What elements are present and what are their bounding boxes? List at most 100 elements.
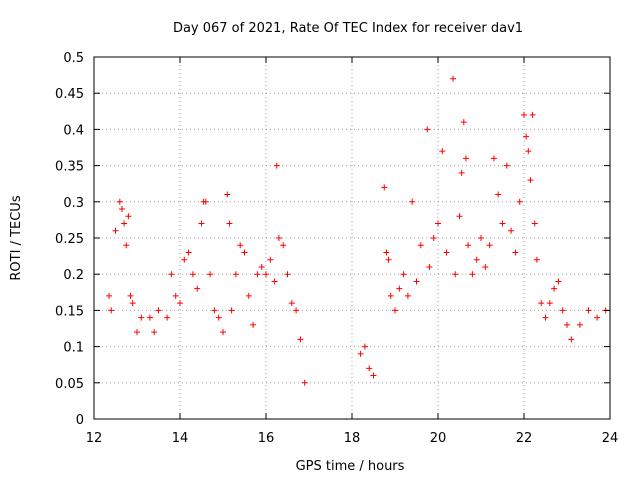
y-tick-label: 0.4	[63, 123, 84, 138]
data-point	[228, 307, 235, 314]
data-point	[495, 191, 502, 198]
data-point	[383, 249, 390, 256]
y-tick-label: 0.35	[55, 160, 84, 175]
data-point	[424, 126, 431, 133]
data-point	[546, 300, 553, 307]
x-tick-label: 16	[258, 431, 275, 446]
data-point	[357, 350, 364, 357]
data-point	[297, 336, 304, 343]
data-point	[439, 148, 446, 155]
data-point	[112, 227, 119, 234]
data-point	[527, 177, 534, 184]
data-point	[250, 321, 257, 328]
data-point	[465, 242, 472, 249]
x-axis-label: GPS time / hours	[296, 459, 405, 474]
data-point	[529, 111, 536, 118]
data-point	[168, 271, 175, 278]
data-point	[490, 155, 497, 162]
data-point	[118, 206, 125, 213]
data-point	[387, 292, 394, 299]
data-point	[400, 271, 407, 278]
data-point	[533, 256, 540, 263]
data-point	[456, 213, 463, 220]
y-tick-label: 0.5	[63, 51, 84, 66]
data-point	[275, 235, 282, 241]
data-point	[538, 300, 545, 307]
data-point	[542, 314, 549, 321]
data-point	[211, 307, 218, 314]
y-tick-label: 0.3	[63, 196, 84, 211]
data-point	[224, 191, 231, 198]
data-point	[409, 198, 416, 205]
data-point	[267, 256, 274, 263]
data-point	[531, 220, 538, 227]
data-point	[245, 292, 252, 299]
data-point	[430, 235, 437, 241]
data-point	[392, 307, 398, 314]
x-axis-ticks: 12 14 16 18 20 22 24	[86, 57, 618, 446]
y-tick-label: 0.05	[55, 377, 84, 392]
data-point	[288, 300, 295, 307]
x-tick-label: 18	[344, 431, 361, 446]
data-point	[164, 314, 171, 321]
data-point	[138, 314, 145, 321]
data-point	[134, 329, 140, 336]
data-point	[263, 271, 269, 278]
data-point	[155, 307, 162, 314]
data-point	[594, 314, 601, 321]
data-point	[116, 198, 123, 205]
data-point	[469, 271, 476, 278]
grid-lines	[94, 57, 610, 419]
data-point	[385, 256, 392, 263]
y-tick-label: 0.2	[63, 268, 84, 283]
data-point	[568, 336, 575, 343]
x-tick-label: 22	[516, 431, 533, 446]
y-tick-label: 0	[76, 413, 84, 428]
data-point	[172, 292, 179, 299]
data-point	[559, 307, 566, 314]
data-point	[435, 220, 441, 227]
data-point	[516, 198, 523, 205]
data-point	[576, 321, 583, 328]
data-point	[525, 148, 532, 155]
data-point	[123, 242, 130, 249]
data-point	[232, 271, 239, 278]
data-point	[503, 162, 510, 169]
x-tick-label: 20	[430, 431, 447, 446]
data-point	[108, 307, 115, 314]
data-point	[366, 365, 373, 372]
data-point	[177, 300, 183, 307]
data-point	[555, 278, 562, 285]
data-point	[271, 278, 278, 285]
data-point	[413, 278, 420, 285]
data-point	[482, 263, 489, 270]
y-tick-label: 0.45	[55, 87, 84, 102]
data-point	[551, 285, 558, 292]
data-points	[106, 75, 609, 386]
data-point	[426, 263, 433, 270]
data-point	[125, 213, 132, 220]
data-point	[301, 379, 308, 386]
data-point	[198, 220, 205, 227]
data-point	[381, 184, 388, 191]
data-point	[452, 271, 459, 278]
data-point	[293, 307, 300, 314]
data-point	[521, 111, 527, 118]
y-tick-label: 0.25	[55, 232, 84, 247]
data-point	[361, 343, 368, 350]
data-point	[121, 220, 128, 227]
data-point	[396, 285, 403, 292]
data-point	[443, 249, 450, 256]
data-point	[370, 372, 377, 379]
data-point	[194, 285, 201, 292]
data-point	[284, 271, 291, 278]
data-point	[462, 155, 469, 162]
data-point	[127, 292, 134, 299]
data-point	[564, 321, 570, 328]
data-point	[185, 249, 192, 256]
y-axis-label: ROTI / TECUs	[9, 195, 24, 280]
data-point	[450, 75, 457, 82]
y-axis-ticks: 0 0.05 0.1 0.15 0.2 0.25 0.3 0.35 0.4 0.45 0.5	[55, 51, 610, 428]
data-point	[215, 314, 222, 321]
